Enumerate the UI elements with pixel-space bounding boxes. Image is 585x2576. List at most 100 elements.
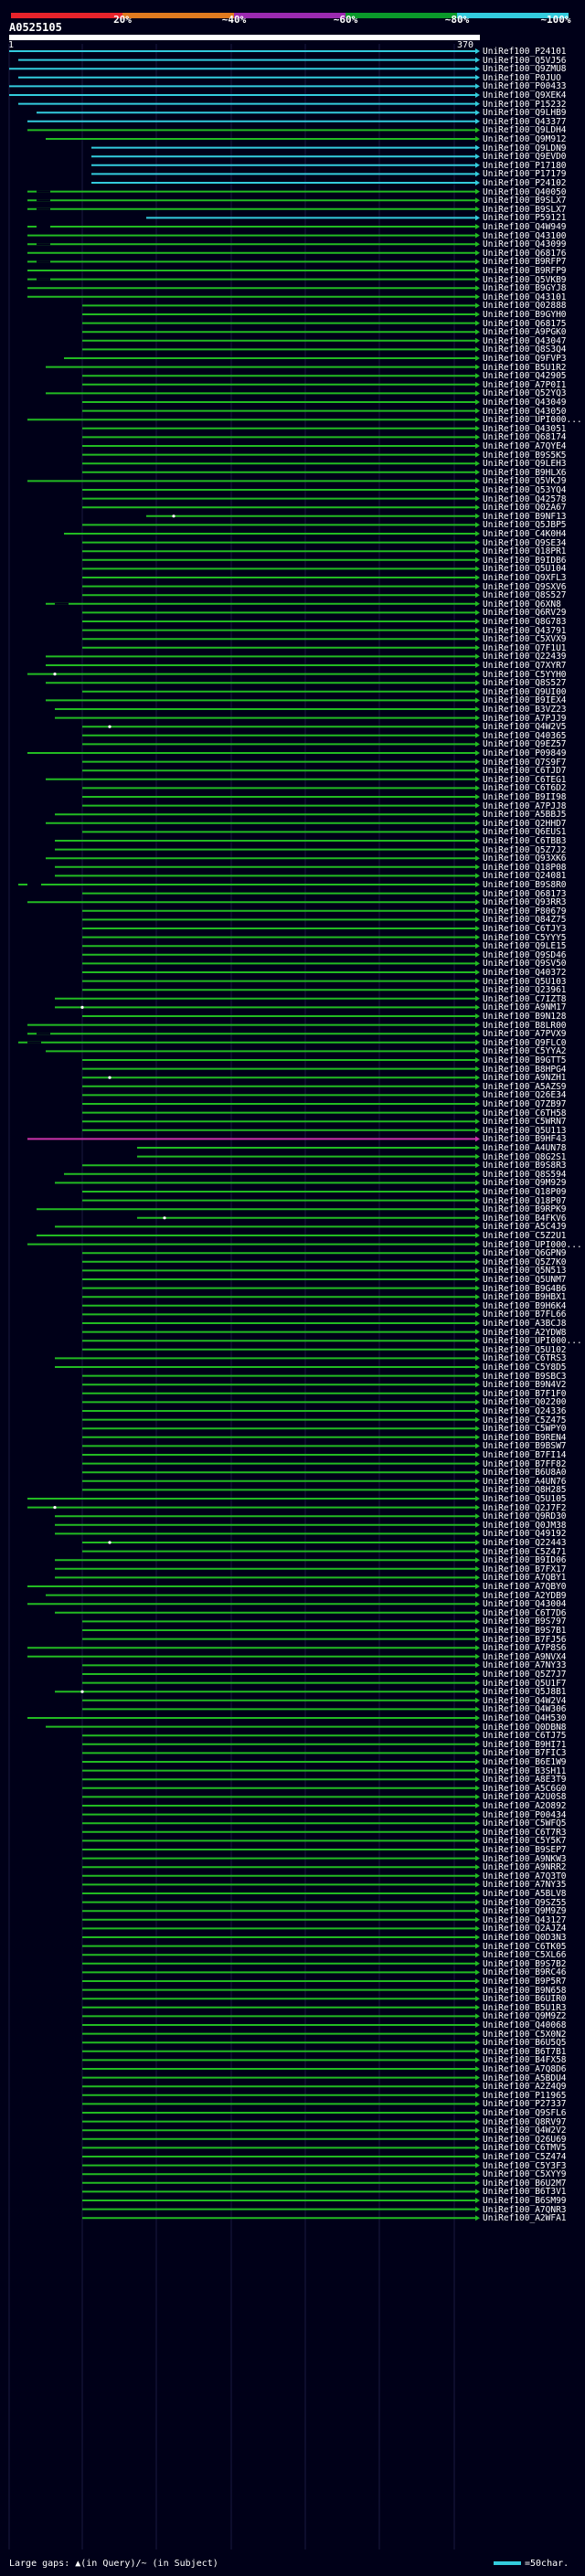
hit-link[interactable]: UniRef100_Q9UI00 (483, 686, 567, 697)
hit-link[interactable]: UniRef100_Q43049 (483, 398, 567, 408)
hit-link[interactable]: UniRef100_P0JUO (483, 72, 561, 83)
hit-link[interactable]: UniRef100_A2O892 (483, 1801, 567, 1811)
hit-link[interactable]: UniRef100_A4UN76 (483, 1476, 567, 1487)
hit-link[interactable]: UniRef100_B7FJ56 (483, 1634, 567, 1645)
hit-link[interactable]: UniRef100_C6T6D2 (483, 783, 567, 794)
hit-link[interactable]: UniRef100_P11965 (483, 2090, 567, 2101)
hit-link[interactable]: UniRef100_B8LR00 (483, 1020, 567, 1031)
hit-link[interactable]: UniRef100_Q5VJ56 (483, 55, 567, 66)
hit-link[interactable]: UniRef100_Q93XK6 (483, 853, 567, 864)
hit-link[interactable]: UniRef100_B9GTT5 (483, 1055, 567, 1065)
hit-link[interactable]: UniRef100_B9S797 (483, 1617, 567, 1627)
hit-link[interactable]: UniRef100_B9S7B2 (483, 1958, 567, 1969)
hit-link[interactable]: UniRef100_Q9RD30 (483, 1511, 567, 1522)
hit-link[interactable]: UniRef100_Q40372 (483, 968, 567, 978)
hit-link[interactable]: UniRef100_Q6XN8 (483, 599, 561, 610)
hit-link[interactable]: UniRef100_A5BDU4 (483, 2072, 567, 2083)
hit-link[interactable]: UniRef100_Q9XEK4 (483, 90, 567, 101)
hit-link[interactable]: UniRef100_A9PGK0 (483, 327, 567, 338)
hit-link[interactable]: UniRef100_Q9SXV6 (483, 581, 567, 592)
hit-link[interactable]: UniRef100_C5Z474 (483, 2152, 567, 2162)
hit-link[interactable]: UniRef100_A8E3T9 (483, 1775, 567, 1786)
hit-link[interactable]: UniRef100_B9G4B6 (483, 1283, 567, 1294)
hit-link[interactable]: UniRef100_B9SLX7 (483, 196, 567, 207)
hit-link[interactable]: UniRef100_Q8S3Q4 (483, 345, 567, 355)
hit-link[interactable]: UniRef100_Q43050 (483, 406, 567, 417)
hit-link[interactable]: UniRef100_Q18PR1 (483, 546, 567, 557)
hit-link[interactable]: UniRef100_Q9XFL3 (483, 573, 567, 583)
hit-link[interactable]: UniRef100_Q9EZ57 (483, 739, 567, 750)
hit-link[interactable]: UniRef100_Q7XYR7 (483, 661, 567, 671)
hit-link[interactable]: UniRef100_Q9FLC0 (483, 1037, 567, 1048)
hit-link[interactable]: UniRef100_Q9M912 (483, 134, 567, 144)
hit-link[interactable]: UniRef100_C5XYY9 (483, 2169, 567, 2180)
hit-link[interactable]: UniRef100_B9IEX4 (483, 695, 567, 706)
hit-link[interactable]: UniRef100_Q43791 (483, 625, 567, 636)
hit-link[interactable]: UniRef100_Q53YQ4 (483, 485, 567, 495)
hit-link[interactable]: UniRef100_B4FKV6 (483, 1213, 567, 1224)
hit-link[interactable]: UniRef100_B9P5R7 (483, 1977, 567, 1987)
hit-link[interactable]: UniRef100_B9ID06 (483, 1555, 567, 1566)
hit-link[interactable]: UniRef100_A2WFA1 (483, 2213, 567, 2224)
hit-link[interactable]: UniRef100_Q9SFL6 (483, 2108, 567, 2118)
hit-link[interactable]: UniRef100_Q40068 (483, 2020, 567, 2030)
hit-link[interactable]: UniRef100_Q5Z7K0 (483, 1256, 567, 1267)
hit-link[interactable]: UniRef100_C5X0N2 (483, 2029, 567, 2040)
hit-link[interactable]: UniRef100_Q22439 (483, 652, 567, 663)
hit-link[interactable]: UniRef100_A7QBY0 (483, 1582, 567, 1592)
hit-link[interactable]: UniRef100_B9N4V2 (483, 1380, 567, 1391)
hit-link[interactable]: UniRef100_Q43047 (483, 335, 567, 346)
hit-link[interactable]: UniRef100_Q52YQ3 (483, 388, 567, 399)
hit-link[interactable]: UniRef100_C4K0H4 (483, 529, 567, 539)
hit-link[interactable]: UniRef100_Q43100 (483, 230, 567, 241)
hit-link[interactable]: UniRef100_Q2HHD7 (483, 818, 567, 829)
hit-link[interactable]: UniRef100_A9NKW3 (483, 1853, 567, 1864)
hit-link[interactable]: UniRef100_Q68175 (483, 318, 567, 329)
hit-link[interactable]: UniRef100_Q4W306 (483, 1704, 567, 1715)
hit-link[interactable]: UniRef100_Q4W2V2 (483, 2125, 567, 2136)
hit-link[interactable]: UniRef100_Q7F1U1 (483, 642, 567, 653)
hit-link[interactable]: UniRef100_Q8RV97 (483, 2116, 567, 2127)
hit-link[interactable]: UniRef100_C6T7R3 (483, 1827, 567, 1838)
hit-link[interactable]: UniRef100_B7FX17 (483, 1564, 567, 1574)
hit-link[interactable]: UniRef100_C5Y3F3 (483, 2160, 567, 2171)
hit-link[interactable]: UniRef100_Q68173 (483, 888, 567, 899)
hit-link[interactable]: UniRef100_Q5JBP5 (483, 520, 567, 531)
hit-link[interactable]: UniRef100_Q5VKB9 (483, 274, 567, 285)
hit-link[interactable]: UniRef100_B6E1W9 (483, 1757, 567, 1767)
hit-link[interactable]: UniRef100_Q7S9F7 (483, 757, 567, 768)
hit-link[interactable]: UniRef100_A5C6G0 (483, 1783, 567, 1794)
hit-link[interactable]: UniRef100_Q9SD46 (483, 949, 567, 960)
hit-link[interactable]: UniRef100_B9IDB6 (483, 555, 567, 566)
hit-link[interactable]: UniRef100_B9S7B1 (483, 1626, 567, 1636)
hit-link[interactable]: UniRef100_B9RPK9 (483, 1204, 567, 1215)
hit-link[interactable]: UniRef100_Q40365 (483, 730, 567, 741)
hit-link[interactable]: UniRef100_B5U1R2 (483, 362, 567, 373)
hit-link[interactable]: UniRef100_B6U2M7 (483, 2178, 567, 2189)
hit-link[interactable]: UniRef100_A7QBY1 (483, 1573, 567, 1584)
hit-link[interactable]: UniRef100_B9II98 (483, 792, 567, 802)
hit-link[interactable]: UniRef100_Q6RV29 (483, 608, 567, 619)
hit-link[interactable]: UniRef100_B9HBX1 (483, 1292, 567, 1303)
hit-link[interactable]: UniRef100_Q2J7F2 (483, 1502, 567, 1513)
hit-link[interactable]: UniRef100_Q22443 (483, 1538, 567, 1548)
hit-link[interactable]: UniRef100_Q4W2V4 (483, 1695, 567, 1706)
hit-link[interactable]: UniRef100_C5WRN7 (483, 1117, 567, 1128)
hit-link[interactable]: UniRef100_Q6EUS1 (483, 827, 567, 838)
hit-link[interactable]: UniRef100_C5Y5K7 (483, 1836, 567, 1847)
hit-link[interactable]: UniRef100_Q49192 (483, 1529, 567, 1540)
hit-link[interactable]: UniRef100_Q84Z75 (483, 915, 567, 926)
hit-link[interactable]: UniRef100_P15232 (483, 99, 567, 110)
hit-link[interactable]: UniRef100_B9N128 (483, 1012, 567, 1022)
hit-link[interactable]: UniRef100_C6TJ75 (483, 1731, 567, 1742)
hit-link[interactable]: UniRef100_B6U8A0 (483, 1468, 567, 1479)
hit-link[interactable]: UniRef100_P17180 (483, 160, 567, 171)
hit-link[interactable]: UniRef100_Q9LDH4 (483, 125, 567, 136)
hit-link[interactable]: UniRef100_Q5J8B1 (483, 1687, 567, 1698)
hit-link[interactable]: UniRef100_Q9M9Z2 (483, 2011, 567, 2022)
hit-link[interactable]: UniRef100_A4UN78 (483, 1143, 567, 1153)
hit-link[interactable]: UniRef100_A7NY35 (483, 1880, 567, 1891)
hit-link[interactable]: UniRef100_Q9SV50 (483, 959, 567, 970)
hit-link[interactable]: UniRef100_Q4W949 (483, 222, 567, 232)
hit-link[interactable]: UniRef100_C5Z475 (483, 1415, 567, 1426)
